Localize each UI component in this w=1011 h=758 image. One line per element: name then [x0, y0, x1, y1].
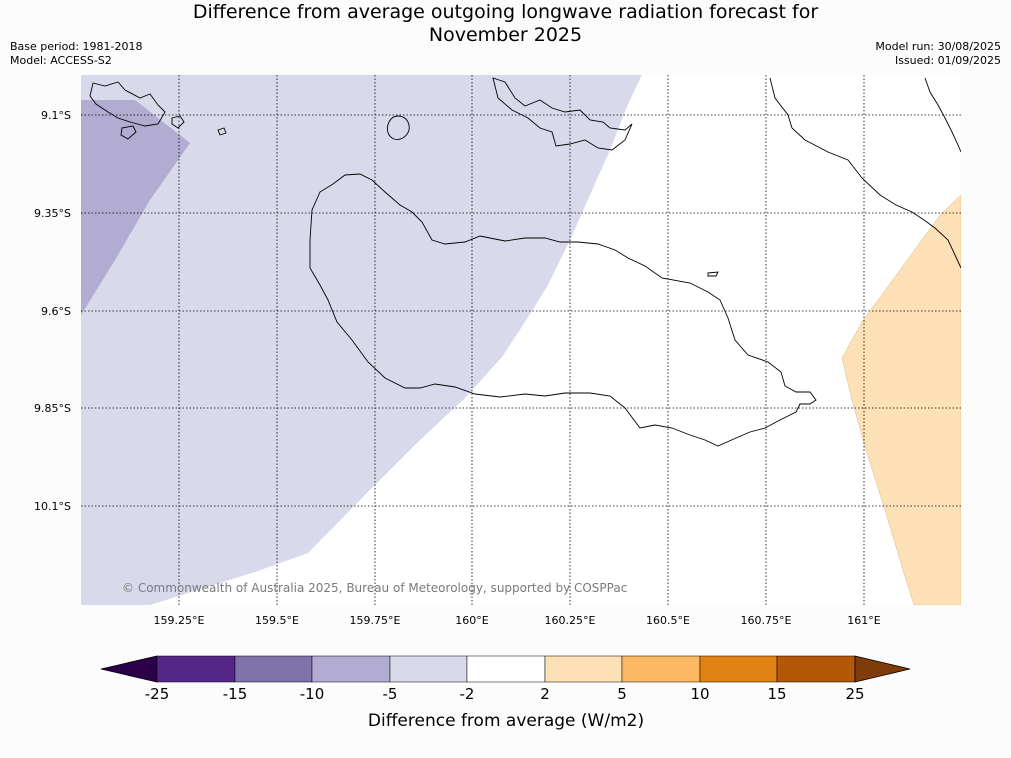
florida-islands-coast	[492, 77, 633, 151]
colorbar-segment	[156, 655, 236, 683]
islet-2	[171, 115, 185, 129]
malaita-coast	[769, 77, 961, 269]
lat-label: 9.85°S	[34, 402, 71, 415]
meta-left: Base period: 1981-2018 Model: ACCESS-S2	[10, 40, 142, 68]
colorbar-tick-label: -2	[460, 685, 475, 703]
colorbar	[100, 655, 911, 683]
anomaly-region-minus2-to-minus5	[81, 75, 642, 605]
lon-label: 159.75°E	[350, 614, 401, 627]
copyright-text: © Commonwealth of Australia 2025, Bureau…	[122, 581, 627, 595]
colorbar-extend-low	[100, 655, 158, 683]
colorbar-segment	[621, 655, 701, 683]
model-text: Model: ACCESS-S2	[10, 54, 112, 67]
colorbar-extend-high	[854, 655, 911, 683]
colorbar-label: Difference from average (W/m2)	[368, 711, 644, 731]
lat-label: 9.35°S	[34, 207, 71, 220]
colorbar-tick-label: -15	[223, 685, 248, 703]
savo-island-coast	[386, 115, 410, 140]
russell-islands-coast	[89, 81, 166, 127]
colorbar-segment	[466, 655, 546, 683]
anomaly-region-minus5-to-minus10	[81, 100, 190, 315]
colorbar-segment	[311, 655, 391, 683]
guadalcanal-coast	[309, 173, 817, 447]
issued-text: Issued: 01/09/2025	[894, 54, 1001, 67]
colorbar-segment	[389, 655, 468, 683]
colorbar-tick-label: 5	[617, 685, 627, 703]
colorbar-tick-label: -25	[145, 685, 170, 703]
lon-label: 161°E	[847, 614, 880, 627]
colorbar-segment	[699, 655, 778, 683]
title-line-2: November 2025	[428, 24, 583, 46]
lon-label: 160°E	[455, 614, 488, 627]
lat-label: 9.1°S	[41, 109, 71, 122]
lon-labels: 159.25°E 159.5°E 159.75°E 160°E 160.25°E…	[154, 614, 881, 627]
lon-label: 159.25°E	[154, 614, 205, 627]
lon-label: 160.75°E	[741, 614, 792, 627]
colorbar-segment	[544, 655, 623, 683]
lat-label: 9.6°S	[41, 305, 71, 318]
colorbar-tick-label: 10	[690, 685, 709, 703]
lon-label: 160.25°E	[545, 614, 596, 627]
anomaly-region-plus2-to-plus5	[841, 194, 961, 605]
base-period-text: Base period: 1981-2018	[10, 40, 143, 53]
islet-3	[217, 127, 227, 136]
islet-1	[120, 125, 137, 140]
colorbar-segment	[234, 655, 313, 683]
islet-4	[707, 271, 719, 277]
lat-label: 10.1°S	[34, 500, 71, 513]
colorbar-ticks: -25 -15 -10 -5 -2 2 5 10 15 25	[145, 685, 865, 703]
colorbar-tick-label: -10	[300, 685, 325, 703]
lat-labels: 9.1°S 9.35°S 9.6°S 9.85°S 10.1°S	[34, 109, 71, 513]
colorbar-tick-label: 25	[845, 685, 864, 703]
gridlines	[81, 75, 961, 605]
title-line-1: Difference from average outgoing longwav…	[192, 1, 819, 23]
meta-right: Model run: 30/08/2025 Issued: 01/09/2025	[875, 40, 1001, 68]
model-run-text: Model run: 30/08/2025	[875, 40, 1001, 53]
lon-label: 159.5°E	[255, 614, 299, 627]
colorbar-tick-label: 15	[767, 685, 786, 703]
colorbar-tick-label: -5	[383, 685, 398, 703]
colorbar-segment	[776, 655, 856, 683]
northeast-island-coast	[924, 77, 961, 153]
coastlines	[89, 77, 961, 447]
colorbar-tick-label: 2	[540, 685, 550, 703]
lon-label: 160.5°E	[646, 614, 690, 627]
map-title: Difference from average outgoing longwav…	[0, 1, 1011, 47]
